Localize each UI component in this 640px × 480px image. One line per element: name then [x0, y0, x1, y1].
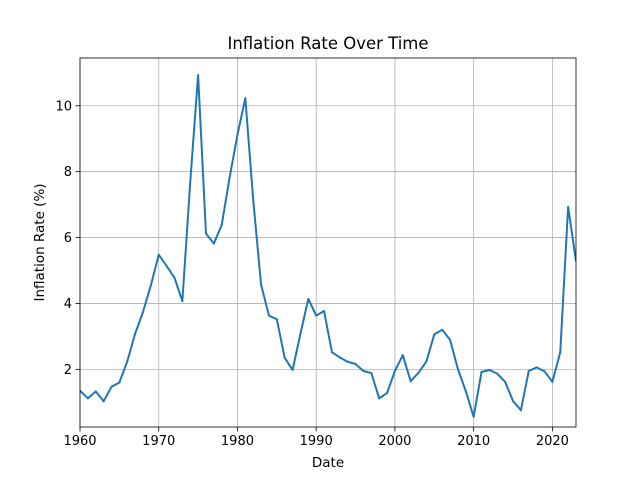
- data-point: [401, 354, 404, 357]
- gridlines: [79, 58, 576, 427]
- data-point: [338, 356, 341, 359]
- data-point: [299, 332, 302, 335]
- axis-ticks: 1960 1970 1980 1990 2000 2010 2020 2 4 6 8 10: [55, 99, 568, 449]
- data-point: [220, 224, 223, 227]
- data-point: [244, 97, 247, 100]
- data-point: [551, 380, 554, 383]
- data-point: [157, 253, 160, 256]
- data-point: [236, 133, 239, 136]
- data-point: [260, 283, 263, 286]
- data-point: [204, 232, 207, 235]
- data-point: [149, 284, 152, 287]
- data-point: [197, 74, 200, 77]
- data-point: [86, 397, 89, 400]
- data-point: [464, 390, 467, 393]
- y-tick-label: 2: [64, 363, 72, 378]
- x-tick-label: 1970: [142, 434, 175, 449]
- data-point: [519, 409, 522, 412]
- x-tick-label: 2000: [378, 434, 411, 449]
- data-point: [307, 297, 310, 300]
- data-point: [527, 369, 530, 372]
- data-point: [472, 415, 475, 418]
- data-point: [252, 198, 255, 201]
- data-point: [118, 381, 121, 384]
- data-point: [346, 360, 349, 363]
- data-point: [559, 351, 562, 354]
- data-point: [504, 380, 507, 383]
- data-point: [275, 318, 278, 321]
- x-tick-label: 1990: [300, 434, 333, 449]
- data-point: [386, 392, 389, 395]
- data-point: [181, 300, 184, 303]
- data-point: [393, 369, 396, 372]
- data-point: [330, 351, 333, 354]
- data-point: [315, 314, 318, 317]
- y-tick-label: 10: [55, 99, 72, 114]
- data-point: [283, 356, 286, 359]
- x-tick-label: 1960: [63, 434, 96, 449]
- data-point: [409, 380, 412, 383]
- inflation-rate-line: [80, 74, 576, 418]
- x-tick-label: 2010: [457, 434, 490, 449]
- data-point: [323, 310, 326, 313]
- data-point: [535, 366, 538, 369]
- data-point: [567, 205, 570, 208]
- data-point: [94, 390, 97, 393]
- data-point: [110, 385, 113, 388]
- data-point: [102, 400, 105, 403]
- data-point: [126, 360, 129, 363]
- data-point: [362, 369, 365, 372]
- data-point: [370, 371, 373, 374]
- data-point: [173, 276, 176, 279]
- data-point: [291, 369, 294, 372]
- data-point: [480, 370, 483, 373]
- plot-frame: [79, 57, 577, 428]
- data-point: [449, 338, 452, 341]
- data-point: [488, 369, 491, 372]
- x-tick-label: 2020: [536, 434, 569, 449]
- chart-title: Inflation Rate Over Time: [227, 34, 428, 53]
- data-point: [433, 333, 436, 336]
- data-point: [425, 360, 428, 363]
- y-tick-label: 4: [64, 297, 72, 312]
- y-tick-label: 6: [64, 231, 72, 246]
- data-point: [378, 397, 381, 400]
- data-point: [496, 372, 499, 375]
- y-tick-label: 8: [64, 165, 72, 180]
- data-point: [441, 328, 444, 331]
- data-point: [212, 242, 215, 245]
- data-point: [228, 176, 231, 179]
- data-point: [267, 314, 270, 317]
- data-point: [354, 363, 357, 366]
- data-point: [512, 399, 515, 402]
- x-axis-label: Date: [312, 455, 344, 471]
- data-point: [134, 332, 137, 335]
- data-point: [543, 370, 546, 373]
- data-point: [456, 368, 459, 371]
- data-point: [165, 264, 168, 267]
- data-point: [141, 311, 144, 314]
- x-tick-label: 1980: [221, 434, 254, 449]
- data-point: [417, 371, 420, 374]
- y-axis-label: Inflation Rate (%): [32, 183, 48, 301]
- data-point: [189, 181, 192, 184]
